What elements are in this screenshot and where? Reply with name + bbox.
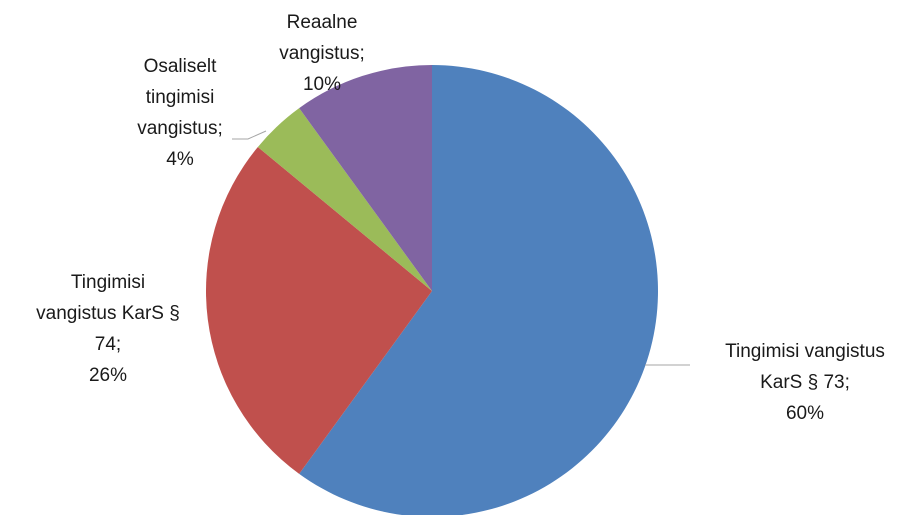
data-label-tingimisi-vangistus-kars-par-74: Tingimisi vangistus KarS § 74; 26%: [36, 272, 180, 386]
data-label-tingimisi-vangistus-kars-par-73: Tingimisi vangistus KarS § 73; 60%: [725, 341, 885, 424]
data-labels: Tingimisi vangistus KarS § 73; 60%Tingimis…: [36, 12, 885, 424]
data-label-line: 4%: [166, 149, 194, 170]
data-label-line: vangistus;: [137, 118, 223, 139]
data-label-line: 26%: [89, 365, 127, 386]
leader-lines: [232, 130, 690, 366]
data-label-line: 10%: [303, 74, 341, 95]
data-label-line: tingimisi: [146, 87, 215, 108]
data-label-osaliselt-tingimisi-vangistus: Osaliselt tingimisi vangistus; 4%: [137, 56, 223, 170]
data-label-line: vangistus KarS §: [36, 303, 180, 324]
data-label-line: KarS § 73;: [760, 372, 850, 393]
pie-slice-tingimisi-vangistus-kars-par-74: [205, 146, 432, 474]
data-label-line: 74;: [95, 334, 121, 355]
leader-line-osaliselt-tingimisi-vangistus: [232, 130, 267, 140]
data-label-line: Reaalne: [287, 12, 358, 33]
pie-slice-osaliselt-tingimisi-vangistus: [257, 108, 432, 291]
data-label-reaalne-vangistus: Reaalne vangistus; 10%: [279, 12, 365, 95]
pie-slice-reaalne-vangistus: [299, 65, 432, 291]
pie-slices: [205, 65, 658, 515]
data-label-line: vangistus;: [279, 43, 365, 64]
data-label-line: Tingimisi vangistus: [725, 341, 885, 362]
data-label-line: Tingimisi: [71, 272, 145, 293]
data-label-line: Osaliselt: [144, 56, 218, 77]
data-label-line: 60%: [786, 403, 824, 424]
pie-slice-tingimisi-vangistus-kars-par-73: [299, 65, 658, 515]
